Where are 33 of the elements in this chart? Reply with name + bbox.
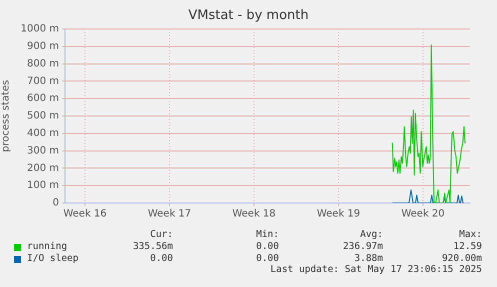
text: 0.00 bbox=[256, 253, 279, 264]
legend-label: running bbox=[27, 241, 68, 252]
text: 12.59 bbox=[453, 241, 482, 252]
text: Max: bbox=[459, 229, 482, 240]
y-tick-label: 300 m bbox=[26, 145, 59, 156]
legend-label: I/O sleep bbox=[27, 253, 78, 264]
text: Last update: Sat May 17 23:06:15 2025 bbox=[270, 264, 482, 275]
text: 335.56m bbox=[132, 241, 173, 252]
text: Cur: bbox=[150, 229, 173, 240]
y-tick-label: 1000 m bbox=[20, 24, 59, 35]
x-tick-label: Week 18 bbox=[232, 208, 276, 220]
y-tick-label: 600 m bbox=[26, 93, 59, 104]
text: 920.00m bbox=[442, 253, 482, 264]
text: Min: bbox=[256, 229, 279, 240]
y-tick-label: 800 m bbox=[26, 58, 59, 70]
text: 3.88m bbox=[354, 253, 383, 264]
y-tick-label: 0 bbox=[52, 198, 59, 209]
x-tick-label: Week 17 bbox=[148, 208, 192, 220]
text: 0.00 bbox=[256, 241, 279, 252]
y-axis-title: process states bbox=[0, 80, 12, 152]
y-tick-label: 900 m bbox=[26, 40, 59, 52]
x-tick-label: Week 16 bbox=[63, 208, 107, 220]
text: 0.00 bbox=[150, 253, 173, 264]
x-tick-label: Week 20 bbox=[401, 208, 445, 220]
y-tick-label: 400 m bbox=[26, 128, 59, 139]
chart-title: VMstat - by month bbox=[187, 8, 310, 23]
y-tick-label: 100 m bbox=[26, 180, 59, 192]
y-tick-label: 500 m bbox=[26, 110, 59, 122]
text: 236.97m bbox=[342, 241, 383, 252]
y-tick-label: 200 m bbox=[26, 162, 59, 174]
x-tick-label: Week 19 bbox=[316, 208, 360, 220]
y-tick-label: 700 m bbox=[26, 76, 59, 87]
text: Avg: bbox=[360, 229, 383, 240]
